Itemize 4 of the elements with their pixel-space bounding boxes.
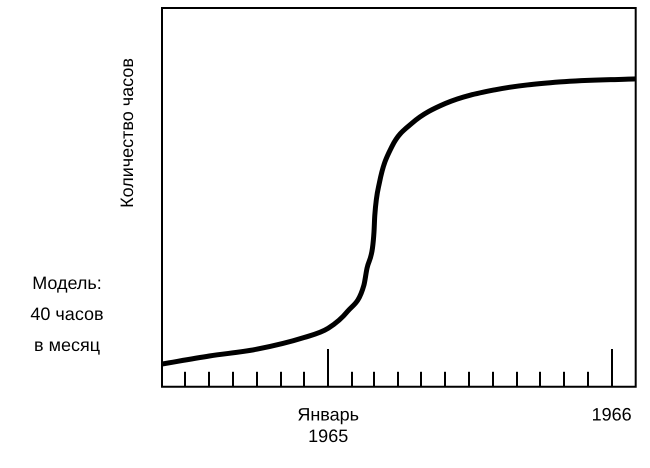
text: Модель: 40 часов в месяц bbox=[30, 272, 104, 355]
x-tick-label: 1966 bbox=[592, 404, 632, 425]
y-axis-title: Количество часов bbox=[116, 58, 137, 208]
x-tick-label: Январь 1965 bbox=[297, 404, 360, 446]
